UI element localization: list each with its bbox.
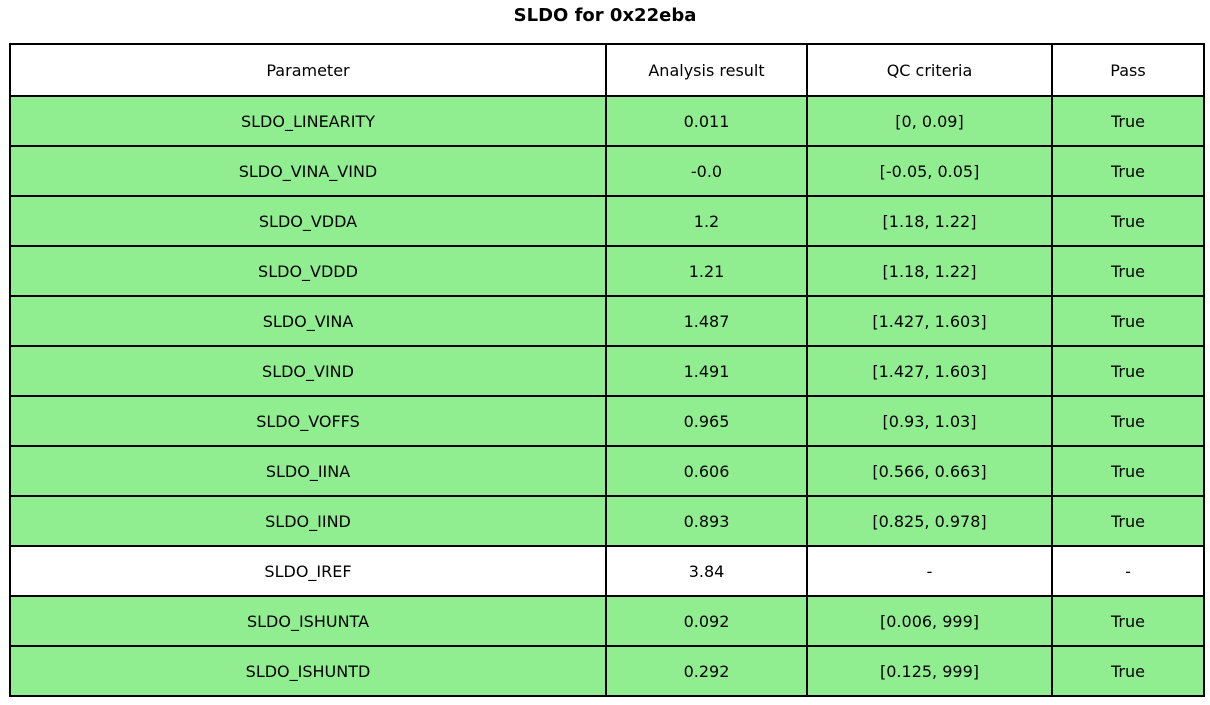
cell-qc-criteria: [1.427, 1.603] <box>806 345 1053 397</box>
cell-qc-criteria: [0.93, 1.03] <box>806 395 1053 447</box>
cell-qc-criteria: [1.18, 1.22] <box>806 245 1053 297</box>
cell-pass: True <box>1051 295 1205 347</box>
table-row: SLDO_VINA_VIND -0.0 [-0.05, 0.05] True <box>9 145 1205 197</box>
column-header-pass: Pass <box>1051 43 1205 97</box>
cell-qc-criteria: [1.427, 1.603] <box>806 295 1053 347</box>
cell-analysis-result: 0.893 <box>605 495 808 547</box>
table-row: SLDO_VDDA 1.2 [1.18, 1.22] True <box>9 195 1205 247</box>
cell-parameter: SLDO_IREF <box>9 545 607 597</box>
cell-qc-criteria: [0.125, 999] <box>806 645 1053 697</box>
cell-parameter: SLDO_IIND <box>9 495 607 547</box>
cell-qc-criteria: [1.18, 1.22] <box>806 195 1053 247</box>
cell-analysis-result: 0.606 <box>605 445 808 497</box>
cell-pass: True <box>1051 95 1205 147</box>
column-header-qc-criteria: QC criteria <box>806 43 1053 97</box>
cell-parameter: SLDO_IINA <box>9 445 607 497</box>
cell-pass: True <box>1051 145 1205 197</box>
table-row: SLDO_VDDD 1.21 [1.18, 1.22] True <box>9 245 1205 297</box>
cell-pass: True <box>1051 345 1205 397</box>
table-row: SLDO_LINEARITY 0.011 [0, 0.09] True <box>9 95 1205 147</box>
cell-parameter: SLDO_VIND <box>9 345 607 397</box>
table-row: SLDO_ISHUNTD 0.292 [0.125, 999] True <box>9 645 1205 697</box>
column-header-parameter: Parameter <box>9 43 607 97</box>
cell-parameter: SLDO_VDDA <box>9 195 607 247</box>
cell-pass: True <box>1051 595 1205 647</box>
cell-analysis-result: 3.84 <box>605 545 808 597</box>
cell-qc-criteria: [0.006, 999] <box>806 595 1053 647</box>
cell-parameter: SLDO_LINEARITY <box>9 95 607 147</box>
cell-qc-criteria: [0, 0.09] <box>806 95 1053 147</box>
cell-pass: True <box>1051 445 1205 497</box>
table-header: Parameter Analysis result QC criteria Pa… <box>9 43 1205 97</box>
cell-pass: True <box>1051 645 1205 697</box>
table-row: SLDO_IREF 3.84 - - <box>9 545 1205 597</box>
cell-analysis-result: 0.965 <box>605 395 808 447</box>
cell-pass: True <box>1051 195 1205 247</box>
table-row: SLDO_ISHUNTA 0.092 [0.006, 999] True <box>9 595 1205 647</box>
cell-analysis-result: 1.487 <box>605 295 808 347</box>
cell-parameter: SLDO_ISHUNTA <box>9 595 607 647</box>
table-row: SLDO_VINA 1.487 [1.427, 1.603] True <box>9 295 1205 347</box>
cell-pass: True <box>1051 245 1205 297</box>
cell-qc-criteria: [0.825, 0.978] <box>806 495 1053 547</box>
cell-analysis-result: -0.0 <box>605 145 808 197</box>
cell-parameter: SLDO_VOFFS <box>9 395 607 447</box>
header-row: Parameter Analysis result QC criteria Pa… <box>9 43 1205 97</box>
cell-parameter: SLDO_VINA_VIND <box>9 145 607 197</box>
table-row: SLDO_IINA 0.606 [0.566, 0.663] True <box>9 445 1205 497</box>
column-header-analysis-result: Analysis result <box>605 43 808 97</box>
table-body: SLDO_LINEARITY 0.011 [0, 0.09] True SLDO… <box>9 95 1205 697</box>
cell-pass: True <box>1051 395 1205 447</box>
cell-parameter: SLDO_VINA <box>9 295 607 347</box>
cell-analysis-result: 1.491 <box>605 345 808 397</box>
cell-parameter: SLDO_ISHUNTD <box>9 645 607 697</box>
cell-qc-criteria: - <box>806 545 1053 597</box>
cell-qc-criteria: [-0.05, 0.05] <box>806 145 1053 197</box>
table-row: SLDO_VIND 1.491 [1.427, 1.603] True <box>9 345 1205 397</box>
cell-parameter: SLDO_VDDD <box>9 245 607 297</box>
cell-qc-criteria: [0.566, 0.663] <box>806 445 1053 497</box>
cell-analysis-result: 1.21 <box>605 245 808 297</box>
cell-pass: - <box>1051 545 1205 597</box>
cell-analysis-result: 0.292 <box>605 645 808 697</box>
qc-results-table: Parameter Analysis result QC criteria Pa… <box>9 43 1205 697</box>
table-row: SLDO_VOFFS 0.965 [0.93, 1.03] True <box>9 395 1205 447</box>
page-title: SLDO for 0x22eba <box>513 5 697 26</box>
cell-analysis-result: 0.092 <box>605 595 808 647</box>
cell-analysis-result: 1.2 <box>605 195 808 247</box>
table-row: SLDO_IIND 0.893 [0.825, 0.978] True <box>9 495 1205 547</box>
cell-analysis-result: 0.011 <box>605 95 808 147</box>
cell-pass: True <box>1051 495 1205 547</box>
